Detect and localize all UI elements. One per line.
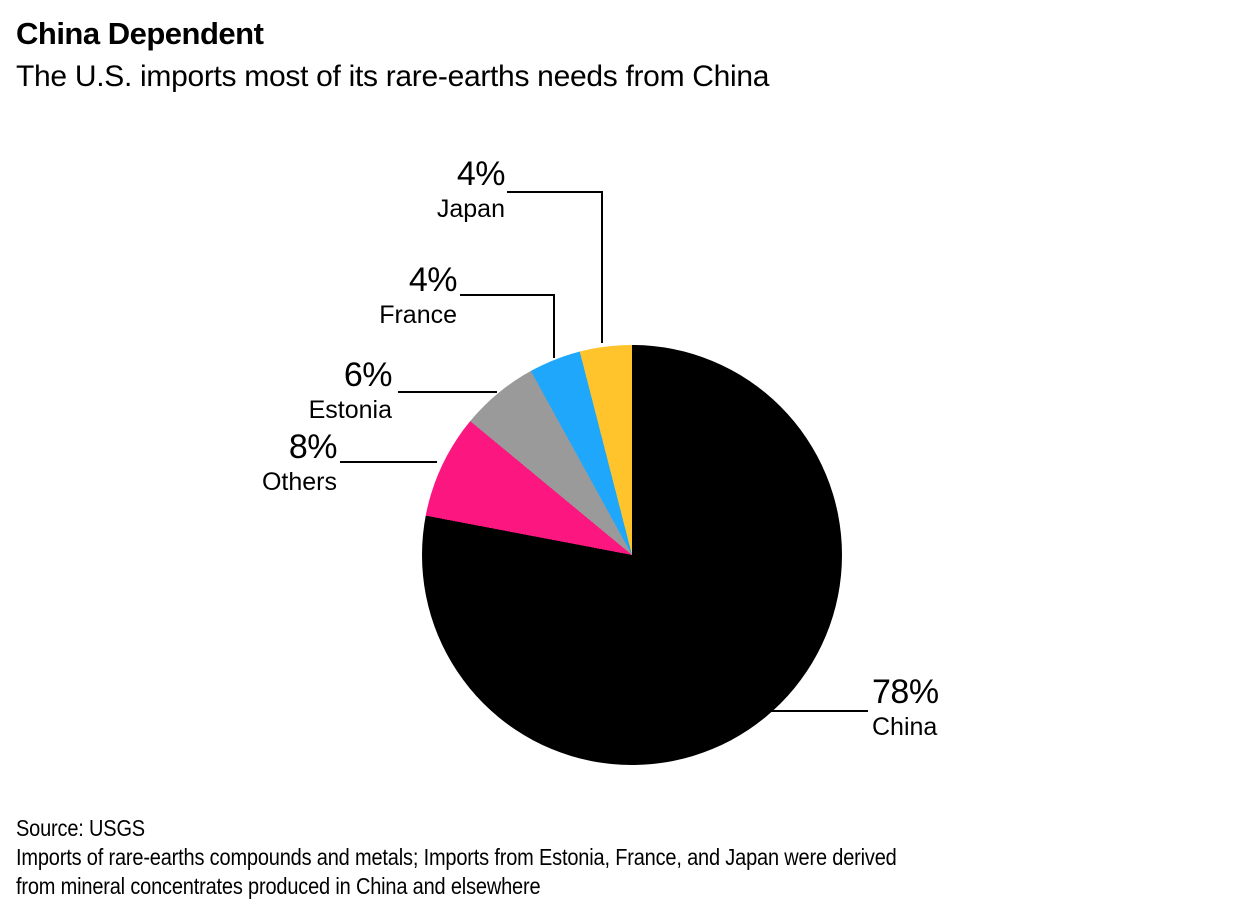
leader-line-japan [507,191,603,343]
slice-value-china: 78% [872,673,939,711]
slice-name-france: France [379,301,457,329]
note-line-2: from mineral concentrates produced in Ch… [16,873,541,899]
slice-name-others: Others [261,468,337,496]
slice-name-china: China [872,713,938,741]
leader-line-estonia [398,391,497,393]
source-line: Source: USGS [16,815,145,841]
chart-footer: Source: USGS Imports of rare-earths comp… [16,814,1240,901]
slice-name-japan: Japan [436,195,505,223]
slice-value-others: 8% [288,428,338,466]
slice-label-china: 78% China [872,673,939,743]
slice-label-france: 4% France [379,261,457,331]
chart-title: China Dependent [16,16,264,51]
slice-value-estonia: 6% [343,356,393,394]
leader-line-france [460,294,555,358]
leader-line-others [340,461,437,463]
slice-name-estonia: Estonia [308,396,392,424]
slice-label-others: 8% Others [261,428,338,498]
slice-label-japan: 4% Japan [436,155,506,225]
chart-subtitle: The U.S. imports most of its rare-earths… [16,60,770,93]
slice-value-france: 4% [408,261,458,299]
leader-line-china [768,710,868,712]
slice-value-japan: 4% [456,155,506,193]
note-line-1: Imports of rare-earths compounds and met… [16,844,897,870]
slice-label-estonia: 6% Estonia [308,356,393,426]
pie-chart [422,345,842,765]
